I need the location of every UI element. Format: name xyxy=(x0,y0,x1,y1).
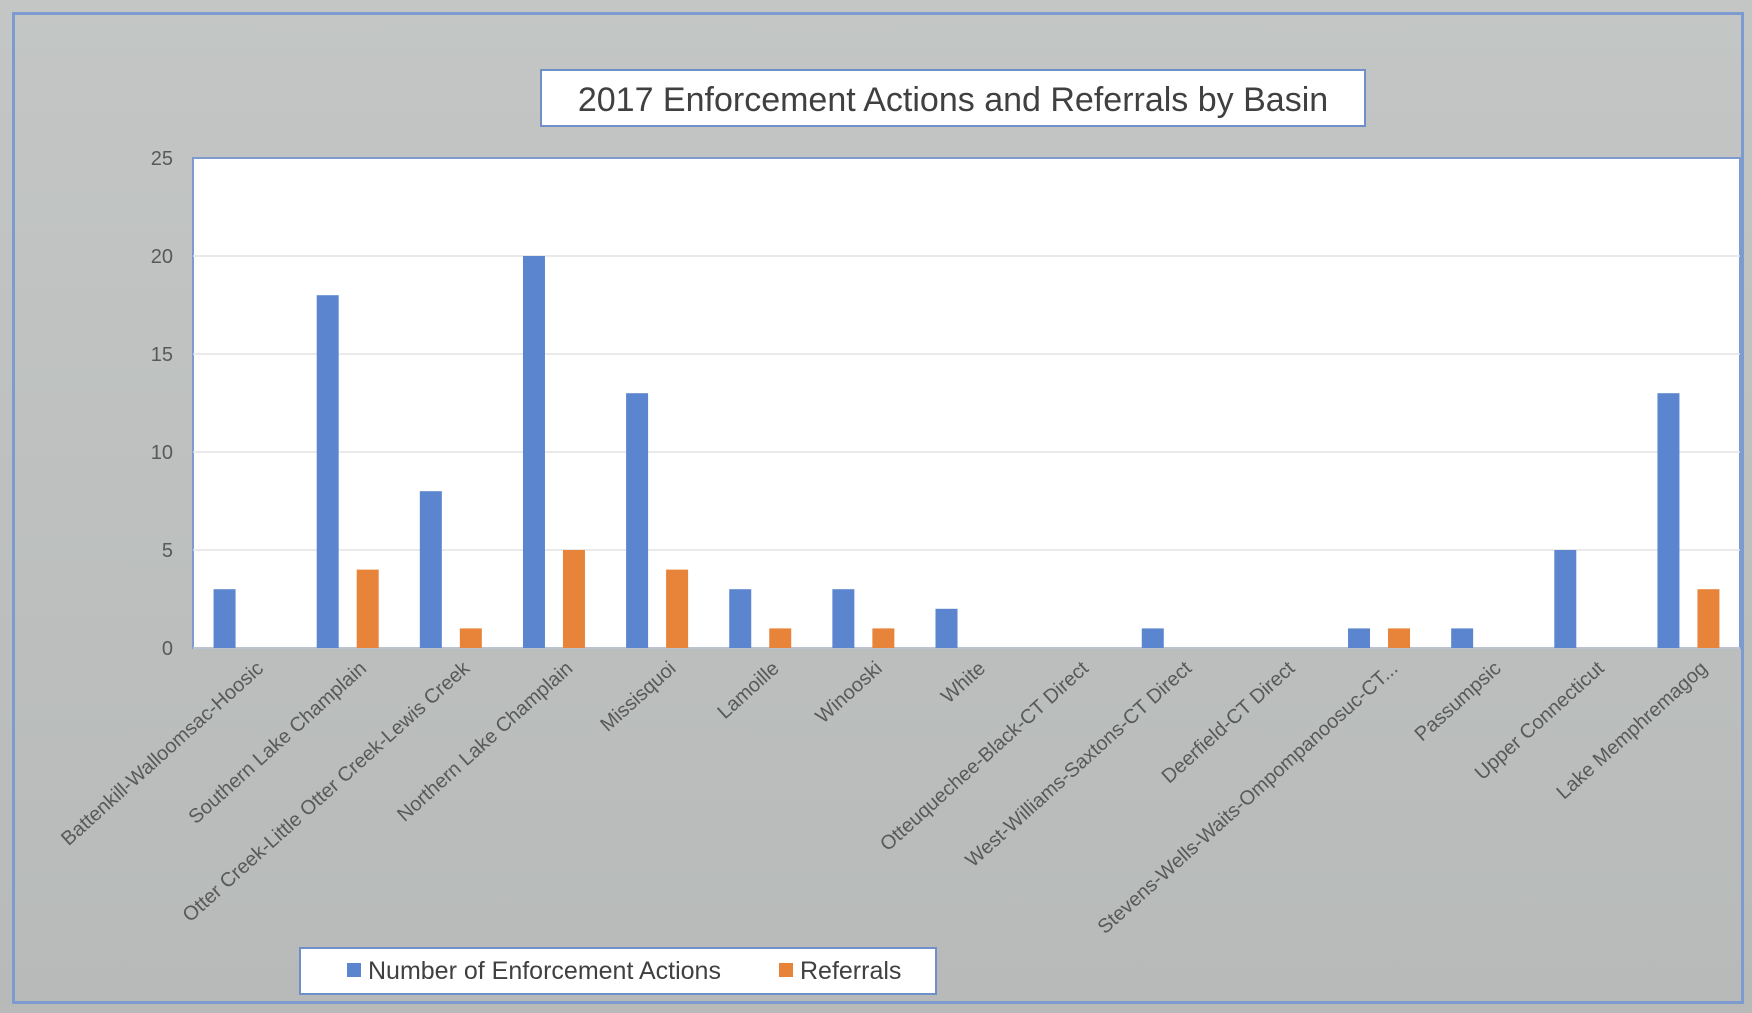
bar-enforcement-actions xyxy=(626,393,648,648)
bar-enforcement-actions xyxy=(936,609,958,648)
bar-referrals xyxy=(769,628,791,648)
bar-enforcement-actions xyxy=(214,589,236,648)
bar-enforcement-actions xyxy=(317,295,339,648)
bar-enforcement-actions xyxy=(1657,393,1679,648)
legend-label-referrals: Referrals xyxy=(800,957,901,985)
bar-enforcement-actions xyxy=(729,589,751,648)
bar-referrals xyxy=(563,550,585,648)
bar-referrals xyxy=(872,628,894,648)
bar-enforcement-actions xyxy=(832,589,854,648)
x-tick-label: Northern Lake Champlain xyxy=(393,657,577,826)
y-tick-label: 10 xyxy=(151,442,173,464)
x-tick-label: Southern Lake Champlain xyxy=(184,657,371,828)
bar-enforcement-actions xyxy=(1451,628,1473,648)
bar-enforcement-actions xyxy=(1142,628,1164,648)
x-tick-label: Passumpsic xyxy=(1411,657,1506,745)
y-axis-tick-labels: 0 5 10 15 20 25 xyxy=(151,148,173,660)
y-tick-label: 0 xyxy=(162,638,173,660)
x-tick-label: White xyxy=(937,657,990,708)
bar-enforcement-actions xyxy=(523,256,545,648)
y-tick-label: 20 xyxy=(151,246,173,268)
bar-referrals xyxy=(460,628,482,648)
y-tick-label: 5 xyxy=(162,540,173,562)
bar-enforcement-actions xyxy=(1348,628,1370,648)
bar-enforcement-actions xyxy=(420,491,442,648)
legend-label-enforcement: Number of Enforcement Actions xyxy=(368,957,721,985)
bar-enforcement-actions xyxy=(1554,550,1576,648)
x-tick-label: Otteuquechee-Black-CT Direct xyxy=(876,657,1093,856)
chart-title: 2017 Enforcement Actions and Referrals b… xyxy=(578,81,1328,119)
x-tick-label: Missisquoi xyxy=(596,657,680,736)
legend-swatch-enforcement xyxy=(347,963,361,977)
bar-referrals xyxy=(666,570,688,648)
y-tick-label: 15 xyxy=(151,344,173,366)
bar-referrals xyxy=(1388,628,1410,648)
bar-referrals xyxy=(1697,589,1719,648)
x-tick-label: Battenkill-Walloomsac-Hoosic xyxy=(57,657,268,850)
bar-referrals xyxy=(357,570,379,648)
x-tick-label: West-Williams-Saxtons-CT Direct xyxy=(961,657,1196,872)
y-tick-label: 25 xyxy=(151,148,173,170)
legend-swatch-referrals xyxy=(779,963,793,977)
x-tick-label: Lamoille xyxy=(714,657,784,723)
legend: Number of Enforcement Actions Referrals xyxy=(300,948,936,994)
x-tick-label: Winooski xyxy=(812,657,887,728)
